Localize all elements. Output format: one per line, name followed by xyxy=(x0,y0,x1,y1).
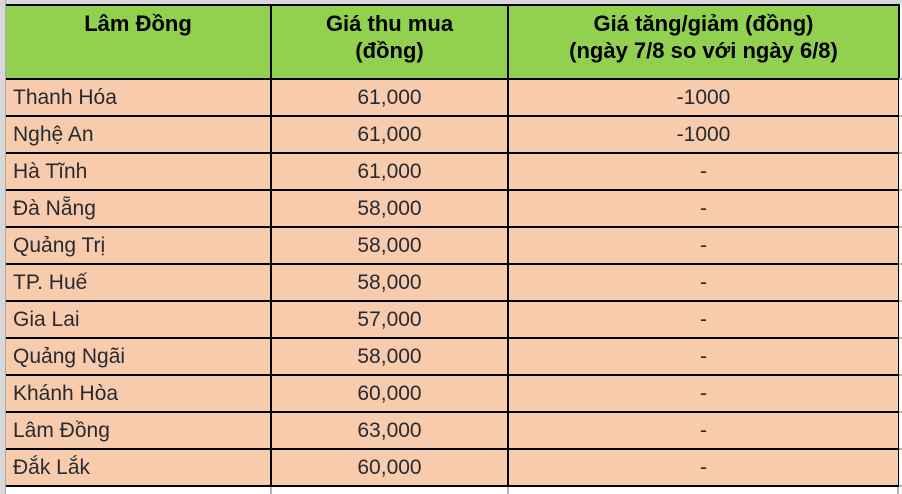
province-cell: Nghệ An xyxy=(6,115,272,154)
province-cell: Đà Nẵng xyxy=(6,189,272,228)
change-cell: - xyxy=(507,152,900,191)
header-row: Lâm Đồng Giá thu mua (đồng) Giá tăng/giả… xyxy=(6,4,900,80)
province-cell: Quảng Trị xyxy=(6,226,272,265)
table-row: Thanh Hóa 61,000 -1000 xyxy=(6,78,900,117)
province-cell: Gia Lai xyxy=(6,300,272,339)
gridline-stub xyxy=(897,487,899,494)
change-cell: - xyxy=(507,263,900,302)
price-cell: 60,000 xyxy=(270,448,509,487)
change-cell: - xyxy=(507,189,900,228)
price-cell: 58,000 xyxy=(270,263,509,302)
table-row: Đắk Lắk 60,000 - xyxy=(6,448,900,487)
col-header-change-line1: Giá tăng/giảm (đồng) xyxy=(593,11,814,36)
change-cell: -1000 xyxy=(507,78,900,117)
price-cell: 58,000 xyxy=(270,189,509,228)
gridline-stubs-right xyxy=(899,78,902,490)
table-header: Lâm Đồng Giá thu mua (đồng) Giá tăng/giả… xyxy=(6,4,900,80)
province-cell: Đắk Lắk xyxy=(6,448,272,487)
col-header-price-line2: (đồng) xyxy=(355,38,424,63)
price-cell: 63,000 xyxy=(270,411,509,450)
change-cell: -1000 xyxy=(507,115,900,154)
gridline-stub xyxy=(507,487,509,494)
col-header-province-label: Lâm Đồng xyxy=(84,11,192,36)
table-row: Gia Lai 57,000 - xyxy=(6,300,900,339)
table-row: Khánh Hòa 60,000 - xyxy=(6,374,900,413)
price-table: Lâm Đồng Giá thu mua (đồng) Giá tăng/giả… xyxy=(6,4,900,487)
col-header-change-line2: (ngày 7/8 so với ngày 6/8) xyxy=(569,38,838,63)
price-cell: 61,000 xyxy=(270,152,509,191)
province-cell: TP. Huế xyxy=(6,263,272,302)
change-cell: - xyxy=(507,411,900,450)
price-cell: 61,000 xyxy=(270,78,509,117)
gridline-stub xyxy=(270,487,272,494)
province-cell: Thanh Hóa xyxy=(6,78,272,117)
col-header-change: Giá tăng/giảm (đồng) (ngày 7/8 so với ng… xyxy=(507,4,900,80)
col-header-price-line1: Giá thu mua xyxy=(325,11,454,36)
price-cell: 58,000 xyxy=(270,337,509,376)
change-cell: - xyxy=(507,300,900,339)
province-cell: Khánh Hòa xyxy=(6,374,272,413)
sheet-margin-top xyxy=(0,0,902,4)
change-cell: - xyxy=(507,337,900,376)
province-cell: Quảng Ngãi xyxy=(6,337,272,376)
province-cell: Lâm Đồng xyxy=(6,411,272,450)
change-cell: - xyxy=(507,448,900,487)
table-row: Quảng Ngãi 58,000 - xyxy=(6,337,900,376)
table-row: Quảng Trị 58,000 - xyxy=(6,226,900,265)
price-cell: 61,000 xyxy=(270,115,509,154)
table-row: Nghệ An 61,000 -1000 xyxy=(6,115,900,154)
col-header-price: Giá thu mua (đồng) xyxy=(270,4,509,80)
table-body: Thanh Hóa 61,000 -1000 Nghệ An 61,000 -1… xyxy=(6,78,900,487)
change-cell: - xyxy=(507,226,900,265)
price-cell: 57,000 xyxy=(270,300,509,339)
table-row: Hà Tĩnh 61,000 - xyxy=(6,152,900,191)
price-cell: 60,000 xyxy=(270,374,509,413)
price-cell: 58,000 xyxy=(270,226,509,265)
change-cell: - xyxy=(507,374,900,413)
province-cell: Hà Tĩnh xyxy=(6,152,272,191)
table-row: TP. Huế 58,000 - xyxy=(6,263,900,302)
table-row: Lâm Đồng 63,000 - xyxy=(6,411,900,450)
sheet-margin-left xyxy=(0,0,6,494)
table-row: Đà Nẵng 58,000 - xyxy=(6,189,900,228)
col-header-province: Lâm Đồng xyxy=(6,4,272,80)
